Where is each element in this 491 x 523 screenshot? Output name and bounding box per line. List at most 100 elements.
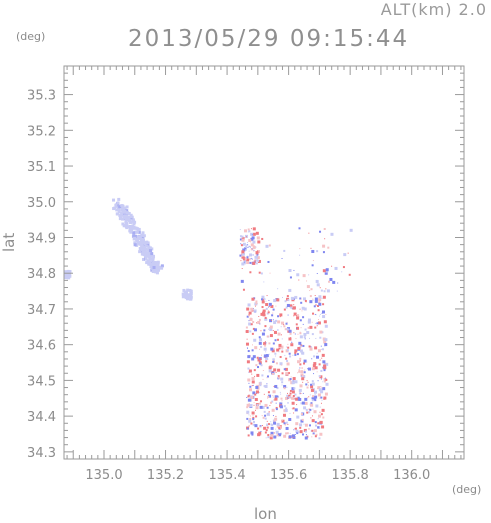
echo-cell [280, 334, 282, 336]
echo-cell [244, 261, 246, 263]
echo-cell [141, 235, 145, 239]
echo-cell [283, 434, 287, 438]
echo-cell [272, 319, 274, 321]
echo-cell [263, 410, 266, 413]
x-tick-label: 135.4 [208, 468, 245, 483]
echo-cell [321, 399, 323, 401]
echo-cell [272, 395, 274, 397]
echo-cell [288, 396, 291, 399]
echo-cell [319, 397, 321, 399]
echo-cell [290, 393, 292, 395]
echo-cell [309, 300, 313, 304]
echo-cell [306, 435, 308, 437]
echo-cell [304, 430, 307, 433]
echo-cell [324, 339, 326, 341]
echo-cell [239, 254, 242, 257]
echo-cell [300, 301, 303, 304]
echo-cell [288, 417, 292, 421]
echo-cell [244, 247, 247, 250]
echo-cell [148, 262, 152, 266]
echo-cell [322, 360, 326, 364]
echo-cell [262, 313, 266, 317]
echo-cell [262, 311, 266, 315]
echo-cell [284, 424, 286, 426]
echo-cell [250, 248, 253, 251]
echo-cell [140, 244, 144, 248]
echo-cell [287, 299, 290, 302]
echo-cell [293, 269, 295, 271]
echo-cell [291, 341, 293, 343]
echo-cell [130, 224, 134, 228]
echo-cell [277, 315, 280, 318]
echo-cell [258, 315, 260, 317]
echo-cell [261, 405, 265, 409]
echo-cell [294, 351, 297, 354]
echo-cell [290, 337, 292, 339]
echo-cell [300, 352, 302, 354]
echo-cell [117, 208, 121, 212]
echo-cell [242, 288, 245, 291]
echo-cell [306, 411, 309, 414]
echo-cell [290, 396, 294, 400]
echo-cell [251, 262, 253, 264]
echo-cell [299, 308, 301, 310]
echo-cell [315, 303, 318, 306]
echo-cell [321, 348, 323, 350]
echo-cell [272, 358, 275, 361]
echo-cell [132, 231, 136, 235]
echo-cell [251, 234, 253, 236]
echo-cell [258, 341, 262, 345]
echo-cell [286, 392, 288, 394]
echo-cell [271, 408, 275, 412]
echo-cell [260, 312, 264, 316]
echo-cell [309, 337, 311, 339]
echo-cell [126, 225, 130, 229]
echo-cell [285, 346, 287, 348]
echo-cell [331, 265, 333, 267]
echo-cell [268, 306, 270, 308]
echo-cell [316, 273, 318, 275]
echo-cell [147, 245, 151, 249]
echo-cell [255, 262, 258, 265]
echo-cell [257, 366, 260, 369]
echo-cell [261, 425, 263, 427]
echo-cell [277, 320, 281, 324]
echo-cell [305, 434, 307, 436]
echo-cell [267, 391, 270, 394]
echo-cell [318, 388, 322, 392]
echo-cell [255, 231, 259, 235]
echo-cell [250, 243, 254, 247]
echo-cell [260, 364, 263, 367]
echo-cell [292, 395, 295, 398]
echo-cell [322, 244, 326, 248]
echo-cell [127, 215, 131, 219]
echo-cell [138, 246, 142, 250]
echo-cell [319, 336, 322, 339]
echo-cell [154, 268, 158, 272]
echo-cell [317, 426, 320, 429]
echo-cell [281, 401, 283, 403]
echo-cell [241, 256, 244, 259]
echo-cell [268, 394, 272, 398]
x-tick-label: 135.8 [332, 468, 369, 483]
echo-cell [307, 381, 309, 383]
echo-cell [276, 424, 280, 428]
echo-cell [249, 271, 252, 274]
echo-cell [273, 421, 277, 425]
echo-cell [311, 436, 313, 438]
echo-cell [282, 419, 284, 421]
echo-cell [317, 309, 320, 312]
echo-cell [271, 349, 275, 353]
echo-cell [259, 384, 262, 387]
echo-cell [279, 313, 283, 317]
echo-cell [302, 323, 304, 325]
echo-cell [156, 262, 160, 266]
echo-cell [129, 220, 133, 224]
echo-cell [132, 222, 136, 226]
echo-cell [250, 228, 252, 230]
echo-cell [273, 432, 275, 434]
echo-cell [312, 432, 315, 435]
echo-cell [303, 336, 306, 339]
echo-cell [273, 330, 277, 334]
echo-cell [245, 342, 249, 346]
